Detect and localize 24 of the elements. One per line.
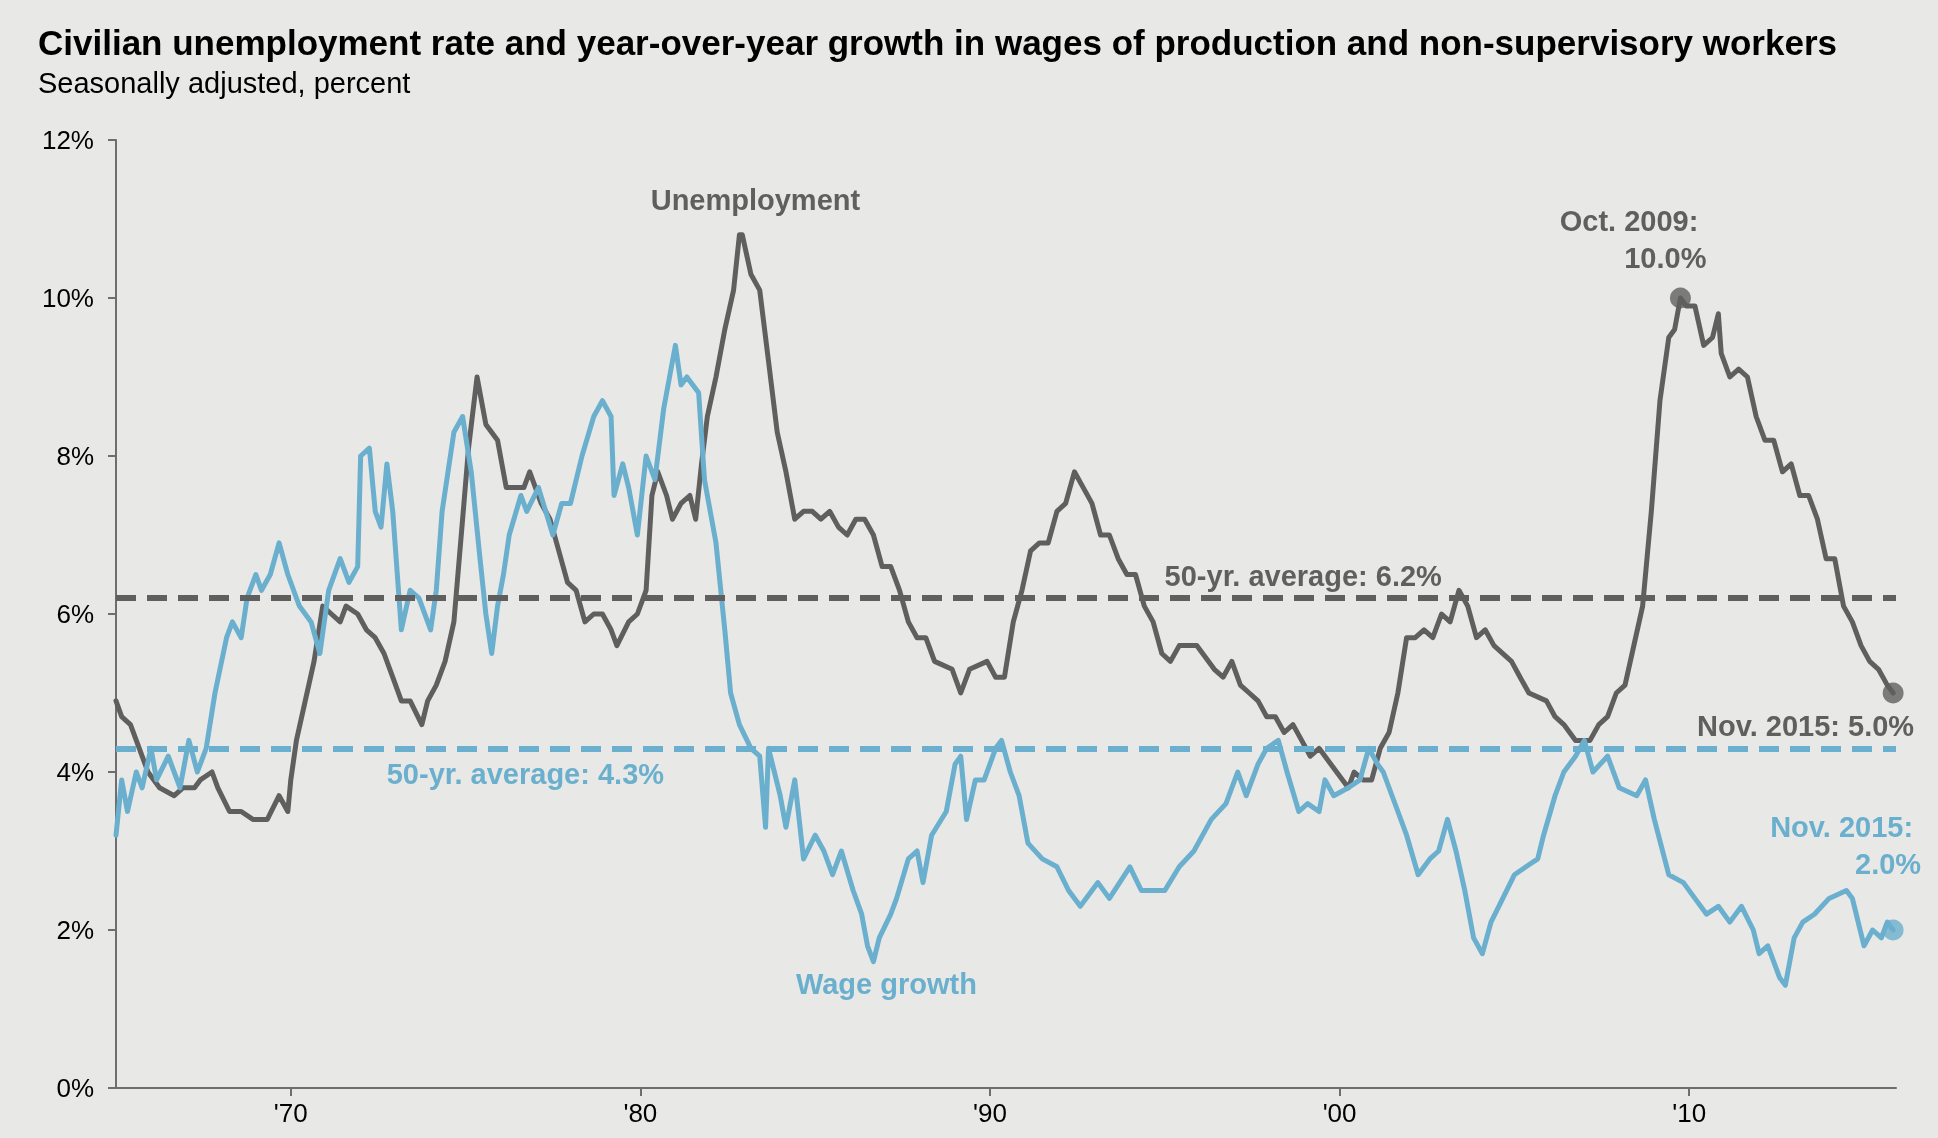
x-tick-label: '70 [273, 1098, 308, 1128]
ref-line-label: 50-yr. average: 4.3% [386, 757, 665, 790]
y-tick-label: 10% [41, 283, 94, 313]
y-tick-label: 0% [56, 1073, 94, 1103]
x-tick-label: '90 [973, 1098, 1007, 1128]
point [1882, 682, 1904, 704]
ref-line-label: 50-yr. average: 6.2% [1164, 559, 1443, 592]
y-tick-label: 8% [56, 441, 94, 471]
y-tick-label: 12% [41, 125, 94, 155]
series-label: Wage growth [795, 968, 977, 1001]
x-tick-label: '10 [1672, 1098, 1707, 1128]
x-tick-label: '80 [623, 1098, 658, 1128]
y-tick-label: 2% [56, 915, 94, 945]
annotation: Oct. 2009: 10.0% [1559, 204, 1707, 274]
y-tick-label: 4% [56, 757, 94, 787]
series-label: Unemployment [650, 184, 861, 217]
chart-title: Civilian unemployment rate and year-over-year growth in wages of production and non-supervisory workers [38, 23, 1837, 62]
point [1882, 919, 1904, 941]
annotation: Nov. 2015: 2.0% [1770, 810, 1922, 880]
annotation: Nov. 2015: 5.0% [1697, 709, 1915, 742]
y-tick-label: 6% [56, 599, 94, 629]
point [1669, 287, 1691, 309]
x-tick-label: '00 [1322, 1098, 1357, 1128]
chart-subtitle: Seasonally adjusted, percent [38, 66, 411, 99]
